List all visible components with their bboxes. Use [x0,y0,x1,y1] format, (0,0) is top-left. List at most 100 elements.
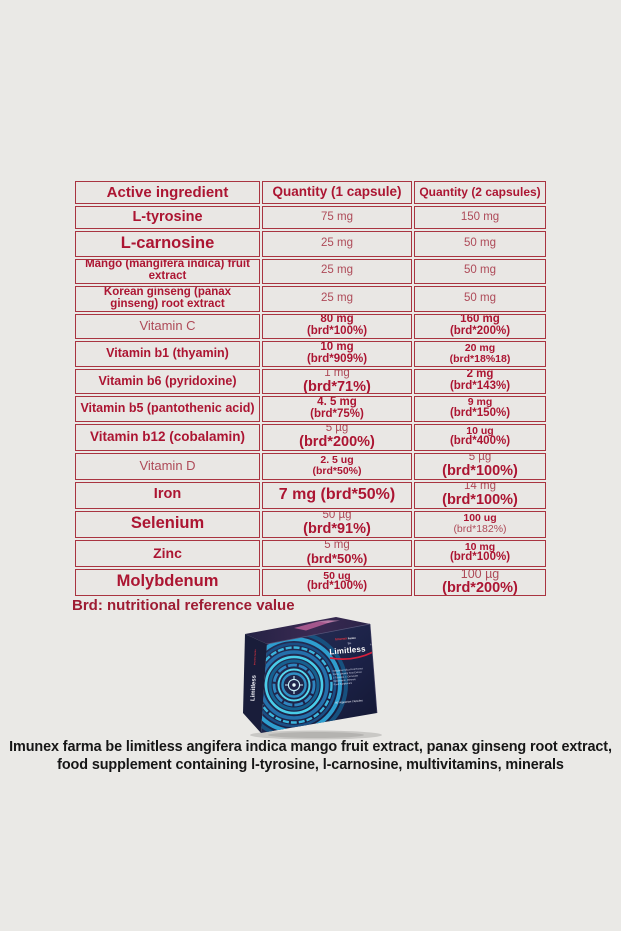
quantity-1-cell: 75 mg [262,206,412,229]
box-spine-text: Limitless Imunex Farma [250,649,257,701]
ingredient-name-cell: Zinc [75,539,260,567]
ingredient-name: Molybdenum [116,572,219,591]
quantity-value: (brd*50%) [312,465,362,477]
quantity-value: 50 ug [323,569,351,582]
quantity-2-cell: 14 mg (brd*100%) [414,481,546,509]
box-desc-line: Panax ginseng Root Extract [333,671,362,677]
quantity-value: 100 ug [463,512,497,525]
ingredient-name-cell: Vitamin D [75,452,260,480]
spine-brand: Imunex Farma [254,649,257,665]
quantity-value: (brd*200%) [299,434,375,451]
ingredient-name: Vitamin C [139,318,196,334]
box-desc-line: Mangifera Indica Fruit Extract [332,667,363,673]
quantity-value: (brd*143%) [449,380,511,393]
quantity-2-cell: 20 mg (brd*18%18) [414,341,546,367]
quantity-value: (brd*100%) [442,492,518,509]
ingredient-name: Vitamin b12 (cobalamin) [89,428,246,444]
ingredient-name: Vitamin b5 (pantothenic acid) [80,401,255,416]
quantity-value: 10 mg [464,540,496,553]
box-capsule-count: 60 Vegetarian Capsules [335,698,363,704]
table-row: Iron 7 mg (brd*50%) 14 mg (brd*100%) [75,481,546,509]
quantity-value: 25 mg [321,236,353,249]
quantity-1-cell: 1 mg (brd*71%) [262,368,412,394]
quantity-value: 1 mg [324,368,350,379]
quantity-value: (brd*71%) [303,378,371,394]
header-label: Quantity (1 capsule) [272,184,402,200]
quantity-value: 150 mg [460,210,500,223]
quantity-1-cell: 2. 5 ug (brd*50%) [262,452,412,480]
quantity-2-cell: 150 mg [414,206,546,229]
quantity-value: 50 mg [464,236,496,249]
ingredient-name: Zinc [153,544,182,561]
quantity-2-cell: 100 ug (brd*182%) [414,510,546,538]
quantity-2-cell: 5 µg (brd*100%) [414,452,546,480]
quantity-value: (brd*18%18) [449,352,511,365]
table-header-row: Active ingredient Quantity (1 capsule) Q… [75,181,546,204]
quantity-value: 25 mg [321,264,353,277]
ingredient-name-cell: L-tyrosine [75,206,260,229]
quantity-value: 20 mg [464,341,496,354]
header-label: Quantity (2 capsules) [419,185,541,200]
quantity-value: (brd*200%) [449,325,511,338]
box-spine-face [243,634,267,733]
box-brand: Imunex Farma [335,636,356,642]
table-row: Vitamin b12 (cobalamin) 5 µg (brd*200%) 10 … [75,423,546,451]
table-row: L-tyrosine 75 mg 150 mg [75,206,546,229]
box-right-edge [369,623,378,714]
box-desc-line: L-Tyrosine, L-Carnosine [333,674,359,679]
quantity-1-cell: 80 mg (brd*100%) [262,313,412,339]
quantity-1-cell: 4. 5 mg (brd*75%) [262,396,412,422]
quantity-value: (brd*100%) [306,580,368,593]
quantity-1-cell: 25 mg [262,286,412,312]
ingredient-name-cell: Vitamin b5 (pantothenic acid) [75,396,260,422]
ingredient-name-cell: Vitamin b1 (thyamin) [75,341,260,367]
table-row: Vitamin b5 (pantothenic acid) 4. 5 mg (brd… [75,396,546,422]
caption: Imunex farma be limitless angifera indic… [0,739,621,774]
quantity-1-cell: 25 mg [262,231,412,257]
quantity-2-cell: 100 µg (brd*200%) [414,568,546,596]
spine-product-name: Limitless [250,674,257,701]
table-row: Vitamin b1 (thyamin) 10 mg (brd*909%) 20 mg… [75,341,546,367]
table-row: Molybdenum 50 ug (brd*100%) 100 µg (brd*200%… [75,568,546,596]
ingredient-name: Vitamin b1 (thyamin) [106,346,229,361]
quantity-1-cell: 5 µg (brd*200%) [262,423,412,451]
box-product-name: Limitless [329,644,366,656]
table-row: Vitamin D 2. 5 ug (brd*50%) 5 µg (brd*100%) [75,452,546,480]
quantity-2-cell: 50 mg [414,258,546,284]
quantity-value: (brd*100%) [449,551,511,564]
quantity-value: 9 mg [467,396,493,409]
box-description-lines: Mangifera Indica Fruit Extract Panax gin… [332,667,363,686]
quantity-value: 50 mg [464,291,496,304]
quantity-1-cell: 10 mg (brd*909%) [262,341,412,367]
quantity-value: 2. 5 ug [320,454,354,467]
quantity-1-cell: 25 mg [262,258,412,284]
quantity-value: 80 mg [320,313,354,326]
box-brand-white: Farma [347,636,356,641]
quantity-2-cell: 160 mg (brd*200%) [414,313,546,339]
quantity-value: 5 µg [325,423,349,435]
quantity-2-cell: 2 mg (brd*143%) [414,368,546,394]
quantity-value: 160 mg [460,313,500,326]
quantity-value: (brd*150%) [449,407,511,420]
quantity-value: 5 mg [324,539,350,552]
quantity-value: 10 ug [466,424,494,437]
quantity-value: 50 µg [322,510,352,522]
quantity-value: (brd*909%) [306,352,368,365]
quantity-value: 10 mg [320,341,354,353]
box-top-pink-streak [294,621,334,631]
quantity-value: (brd*200%) [442,579,518,596]
caption-line1: Imunex farma be limitless angifera indic… [9,739,612,755]
ingredient-name-cell: Molybdenum [75,568,260,596]
quantity-value: (brd*400%) [449,435,511,448]
box-top-edge [266,623,371,645]
quantity-2-cell: 50 mg [414,231,546,257]
quantity-2-cell: 10 ug (brd*400%) [414,423,546,451]
product-box-svg: Limitless Imunex Farma [243,617,382,740]
ingredient-name: Iron [153,486,182,503]
box-red-swoosh [329,651,373,660]
quantity-value: 75 mg [321,210,353,223]
header-label: Active ingredient [106,183,229,201]
quantity-1-cell: 50 ug (brd*100%) [262,568,412,596]
ingredient-name-cell: Mango (mangifera indica) fruit extract [75,258,260,284]
quantity-2-cell: 9 mg (brd*150%) [414,396,546,422]
